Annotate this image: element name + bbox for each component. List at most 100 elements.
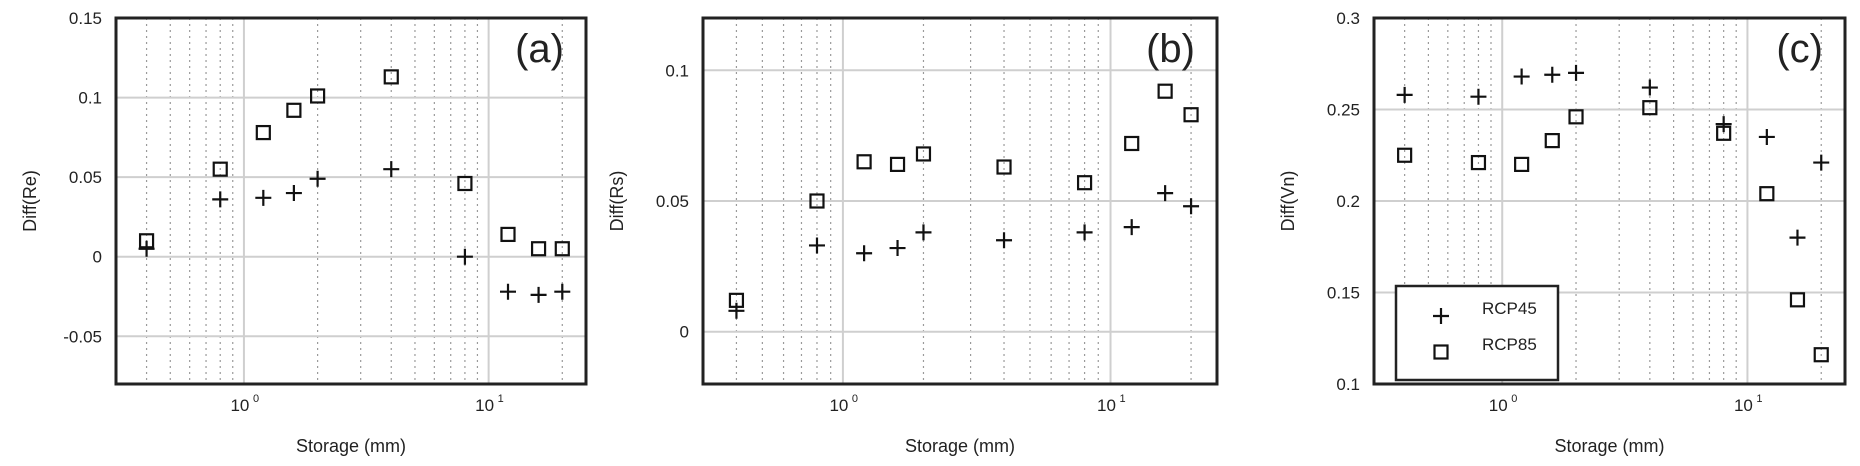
x-tick-label: 10 [230,396,249,415]
data-point-square [1183,107,1199,123]
y-tick-label: 0.15 [1327,284,1360,303]
data-point-plus [1513,68,1530,85]
x-tick-label: 10 [1097,396,1116,415]
y-tick-label: -0.05 [63,327,102,346]
data-point-plus [530,286,547,303]
x-tick-exponent: 1 [1120,393,1126,405]
data-point-square [554,241,570,257]
data-point-plus [456,248,473,265]
data-point-plus [889,240,906,257]
x-tick-label: 10 [475,396,494,415]
data-point-plus [1123,219,1140,236]
data-point-plus [915,224,932,241]
y-tick-label: 0.15 [69,9,102,28]
y-tick-label: 0.05 [69,168,102,187]
data-point-plus [1813,154,1830,171]
data-point-square [1642,100,1658,116]
legend-label: RCP85 [1482,335,1537,354]
data-point-square [1759,186,1775,202]
data-point-plus [856,245,873,262]
data-point-square [212,161,228,177]
data-point-square [500,226,516,243]
legend-marker-square [1433,344,1449,360]
data-point-square [286,102,302,118]
data-point-plus [1396,86,1413,103]
data-point-plus [996,232,1013,249]
y-tick-label: 0 [680,323,689,342]
x-tick-exponent: 1 [498,393,504,405]
data-point-square [530,241,547,257]
panel-label: (b) [1146,27,1195,71]
y-tick-label: 0 [93,248,102,267]
data-point-plus [1183,198,1200,215]
plot-frame [701,16,1219,386]
y-tick-label: 0.1 [665,61,689,80]
data-point-plus [1568,64,1585,81]
data-point-plus [1758,128,1775,145]
data-point-square [889,156,906,172]
data-point-square [1716,125,1732,141]
data-point-square [1568,109,1584,125]
data-point-square [728,292,745,308]
data-point-square [1813,347,1829,363]
data-point-plus [728,302,745,319]
panel-label: (c) [1776,27,1823,71]
panel-label: (a) [515,27,564,71]
data-point-plus [309,170,326,187]
data-point-plus [1544,66,1561,83]
legend: RCP45 RCP85 [1394,284,1560,382]
x-tick-label: 10 [829,396,848,415]
data-point-plus [285,185,302,202]
y-tick-label: 0.3 [1336,9,1360,28]
data-point-square [457,175,473,192]
x-tick-label: 10 [1489,396,1508,415]
data-point-plus [1789,229,1806,246]
data-point-square [1397,147,1413,163]
data-point-plus [1641,79,1658,96]
data-point-square [1514,156,1530,172]
data-point-plus [500,283,517,300]
data-point-square [915,146,932,162]
data-point-plus [1470,88,1487,105]
data-point-plus [212,191,229,208]
data-point-plus [383,161,400,178]
data-point-square [1124,135,1140,152]
data-point-square [1076,175,1093,191]
x-tick-exponent: 0 [253,393,259,405]
x-axis-title: Storage (mm) [905,436,1015,456]
data-point-plus [255,189,272,206]
data-point-square [255,124,271,141]
y-tick-label: 0.25 [1327,101,1360,120]
data-point-plus [1076,224,1093,241]
y-axis-title: Diff(Re) [20,170,40,232]
data-point-square [1544,133,1560,149]
data-point-plus [1157,185,1174,202]
x-tick-exponent: 1 [1756,393,1762,405]
data-point-square [1789,292,1806,308]
legend-marker-plus [1433,308,1449,324]
data-point-plus [1715,116,1732,133]
x-tick-label: 10 [1734,396,1753,415]
panel-2: 0 0.05 0.1 10 0 10 1 Storage (mm) Diff(Rs) (b) [607,16,1219,456]
data-point-square [383,69,399,85]
panel-1: -0.05 0 0.05 0.1 0.15 10 0 10 1 Storage (mm) Diff(… [20,9,588,456]
legend-label: RCP45 [1482,299,1537,318]
data-point-square [138,233,155,249]
x-tick-exponent: 0 [852,393,858,405]
y-tick-label: 0.05 [656,192,689,211]
data-point-square [1470,154,1487,171]
data-point-plus [808,237,825,254]
y-tick-label: 0.1 [78,89,102,108]
x-tick-exponent: 0 [1511,393,1517,405]
legend-box [1394,284,1560,382]
data-point-square [809,193,825,209]
data-point-plus [138,240,155,257]
plot-frame [1372,16,1847,386]
y-tick-label: 0.1 [1336,375,1360,394]
x-axis-title: Storage (mm) [296,436,406,456]
x-axis-title: Storage (mm) [1554,436,1664,456]
data-point-square [856,154,872,170]
y-tick-label: 0.2 [1336,192,1360,211]
